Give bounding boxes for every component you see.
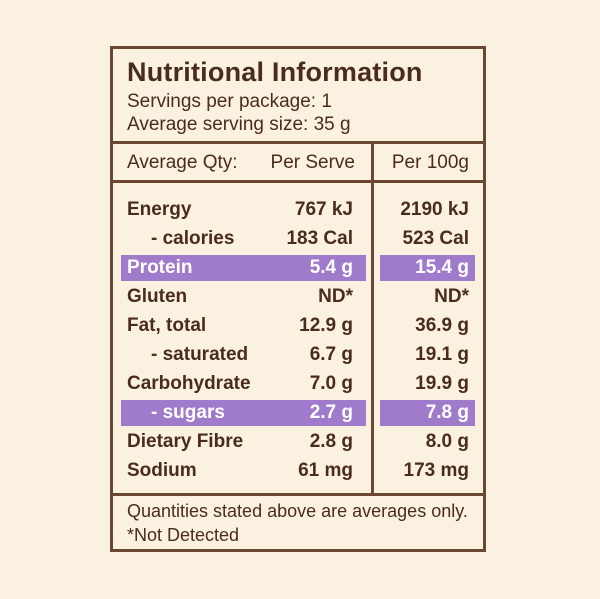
- nutrient-name: Energy: [127, 199, 192, 220]
- header-average-qty: Average Qty:: [127, 152, 238, 173]
- footnote-averages: Quantities stated above are averages onl…: [127, 501, 468, 521]
- nutrient-per-100g: 8.0 g: [425, 431, 469, 452]
- nutrient-per-serve: ND*: [318, 286, 353, 307]
- nutrient-per-serve: 61 mg: [298, 460, 353, 481]
- nutrient-per-100g: 7.8 g: [425, 402, 469, 423]
- servings-per-package: Servings per package: 1: [127, 91, 332, 112]
- highlight-band-serve: [121, 400, 366, 426]
- nutrient-row: - calories 183 Cal 523 Cal: [113, 226, 483, 252]
- nutrient-name: - calories: [151, 228, 235, 249]
- nutrient-row: Carbohydrate 7.0 g 19.9 g: [113, 371, 483, 397]
- nutrient-row: Sodium 61 mg 173 mg: [113, 458, 483, 484]
- nutrient-name: Carbohydrate: [127, 373, 251, 394]
- column-divider: [371, 144, 374, 496]
- nutrient-row: Fat, total 12.9 g 36.9 g: [113, 313, 483, 339]
- nutrient-name: - sugars: [151, 402, 225, 423]
- highlight-band-100g: [380, 255, 475, 281]
- nutrient-name: Protein: [127, 257, 193, 278]
- nutrient-per-serve: 2.7 g: [309, 402, 353, 423]
- nutrient-per-serve: 7.0 g: [309, 373, 353, 394]
- nutrient-per-serve: 183 Cal: [286, 228, 353, 249]
- panel-title: Nutritional Information: [127, 57, 423, 87]
- highlight-band-serve: [121, 255, 366, 281]
- nutrient-per-serve: 2.8 g: [309, 431, 353, 452]
- nutrient-row: - sugars 2.7 g 7.8 g: [113, 400, 483, 426]
- nutrient-row: Dietary Fibre 2.8 g 8.0 g: [113, 429, 483, 455]
- footer-divider: [113, 493, 483, 496]
- nutrient-row: Protein 5.4 g 15.4 g: [113, 255, 483, 281]
- nutrient-name: Gluten: [127, 286, 188, 307]
- nutrient-name: - saturated: [151, 344, 249, 365]
- nutrient-name: Dietary Fibre: [127, 431, 244, 452]
- header-bottom-divider: [113, 180, 483, 183]
- nutrition-panel: Nutritional Information Servings per pac…: [110, 46, 486, 552]
- highlight-band-100g: [380, 400, 475, 426]
- nutrient-per-100g: 19.1 g: [415, 344, 469, 365]
- nutrient-row: Gluten ND* ND*: [113, 284, 483, 310]
- nutrient-row: Energy 767 kJ 2190 kJ: [113, 197, 483, 223]
- nutrient-per-100g: 173 mg: [403, 460, 469, 481]
- nutrient-per-100g: 15.4 g: [415, 257, 469, 278]
- nutrient-per-100g: 2190 kJ: [400, 199, 469, 220]
- nutrient-per-serve: 767 kJ: [294, 199, 353, 220]
- nutrient-name: Sodium: [127, 460, 197, 481]
- nutrient-per-100g: ND*: [434, 286, 469, 307]
- nutrient-per-serve: 6.7 g: [309, 344, 353, 365]
- header-per-100g: Per 100g: [391, 152, 469, 173]
- nutrient-per-serve: 12.9 g: [299, 315, 353, 336]
- nutrient-name: Fat, total: [127, 315, 207, 336]
- nutrient-row: - saturated 6.7 g 19.1 g: [113, 342, 483, 368]
- header-per-serve: Per Serve: [270, 152, 355, 173]
- nutrient-per-100g: 523 Cal: [402, 228, 469, 249]
- nutrient-per-100g: 19.9 g: [415, 373, 469, 394]
- footnote-not-detected: *Not Detected: [127, 525, 240, 545]
- serving-size: Average serving size: 35 g: [127, 114, 351, 135]
- nutrient-per-100g: 36.9 g: [415, 315, 469, 336]
- header-top-divider: [113, 141, 483, 144]
- nutrient-per-serve: 5.4 g: [309, 257, 353, 278]
